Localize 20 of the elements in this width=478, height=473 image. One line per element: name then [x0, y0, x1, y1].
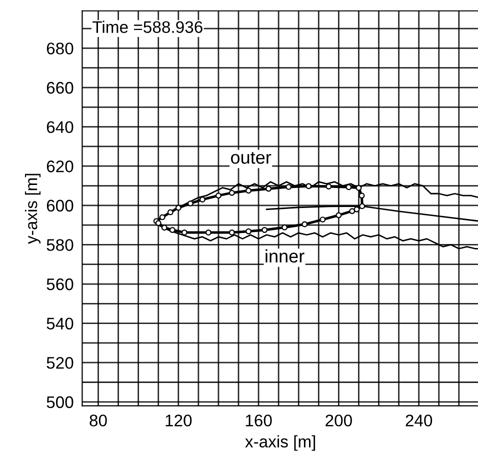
x-tick-label: 200 [326, 414, 352, 426]
annotation: inner [266, 249, 304, 263]
y-tick-label: 580 [46, 239, 74, 251]
x-tick-label: 120 [166, 414, 192, 426]
y-tick-label: 540 [46, 318, 74, 330]
y-tick-label: 520 [46, 357, 74, 369]
y-axis-title: y-axis [m] [24, 174, 41, 244]
y-tick-label: 640 [46, 121, 74, 134]
x-tick-label: 80 [90, 414, 107, 426]
x-tick-label: 160 [246, 414, 272, 426]
y-tick-label: 680 [46, 42, 74, 54]
y-tick-label: 560 [46, 278, 74, 290]
y-tick-label: 500 [46, 396, 74, 408]
y-tick-label: 600 [46, 200, 74, 212]
y-tick-label: 660 [46, 82, 74, 94]
y-tick-label: 620 [46, 160, 74, 172]
x-tick-label: 240 [406, 414, 432, 426]
annotation: Time =588.936 [92, 20, 202, 33]
annotation: outer [231, 152, 272, 164]
x-axis-title: x-axis [m] [245, 435, 316, 451]
